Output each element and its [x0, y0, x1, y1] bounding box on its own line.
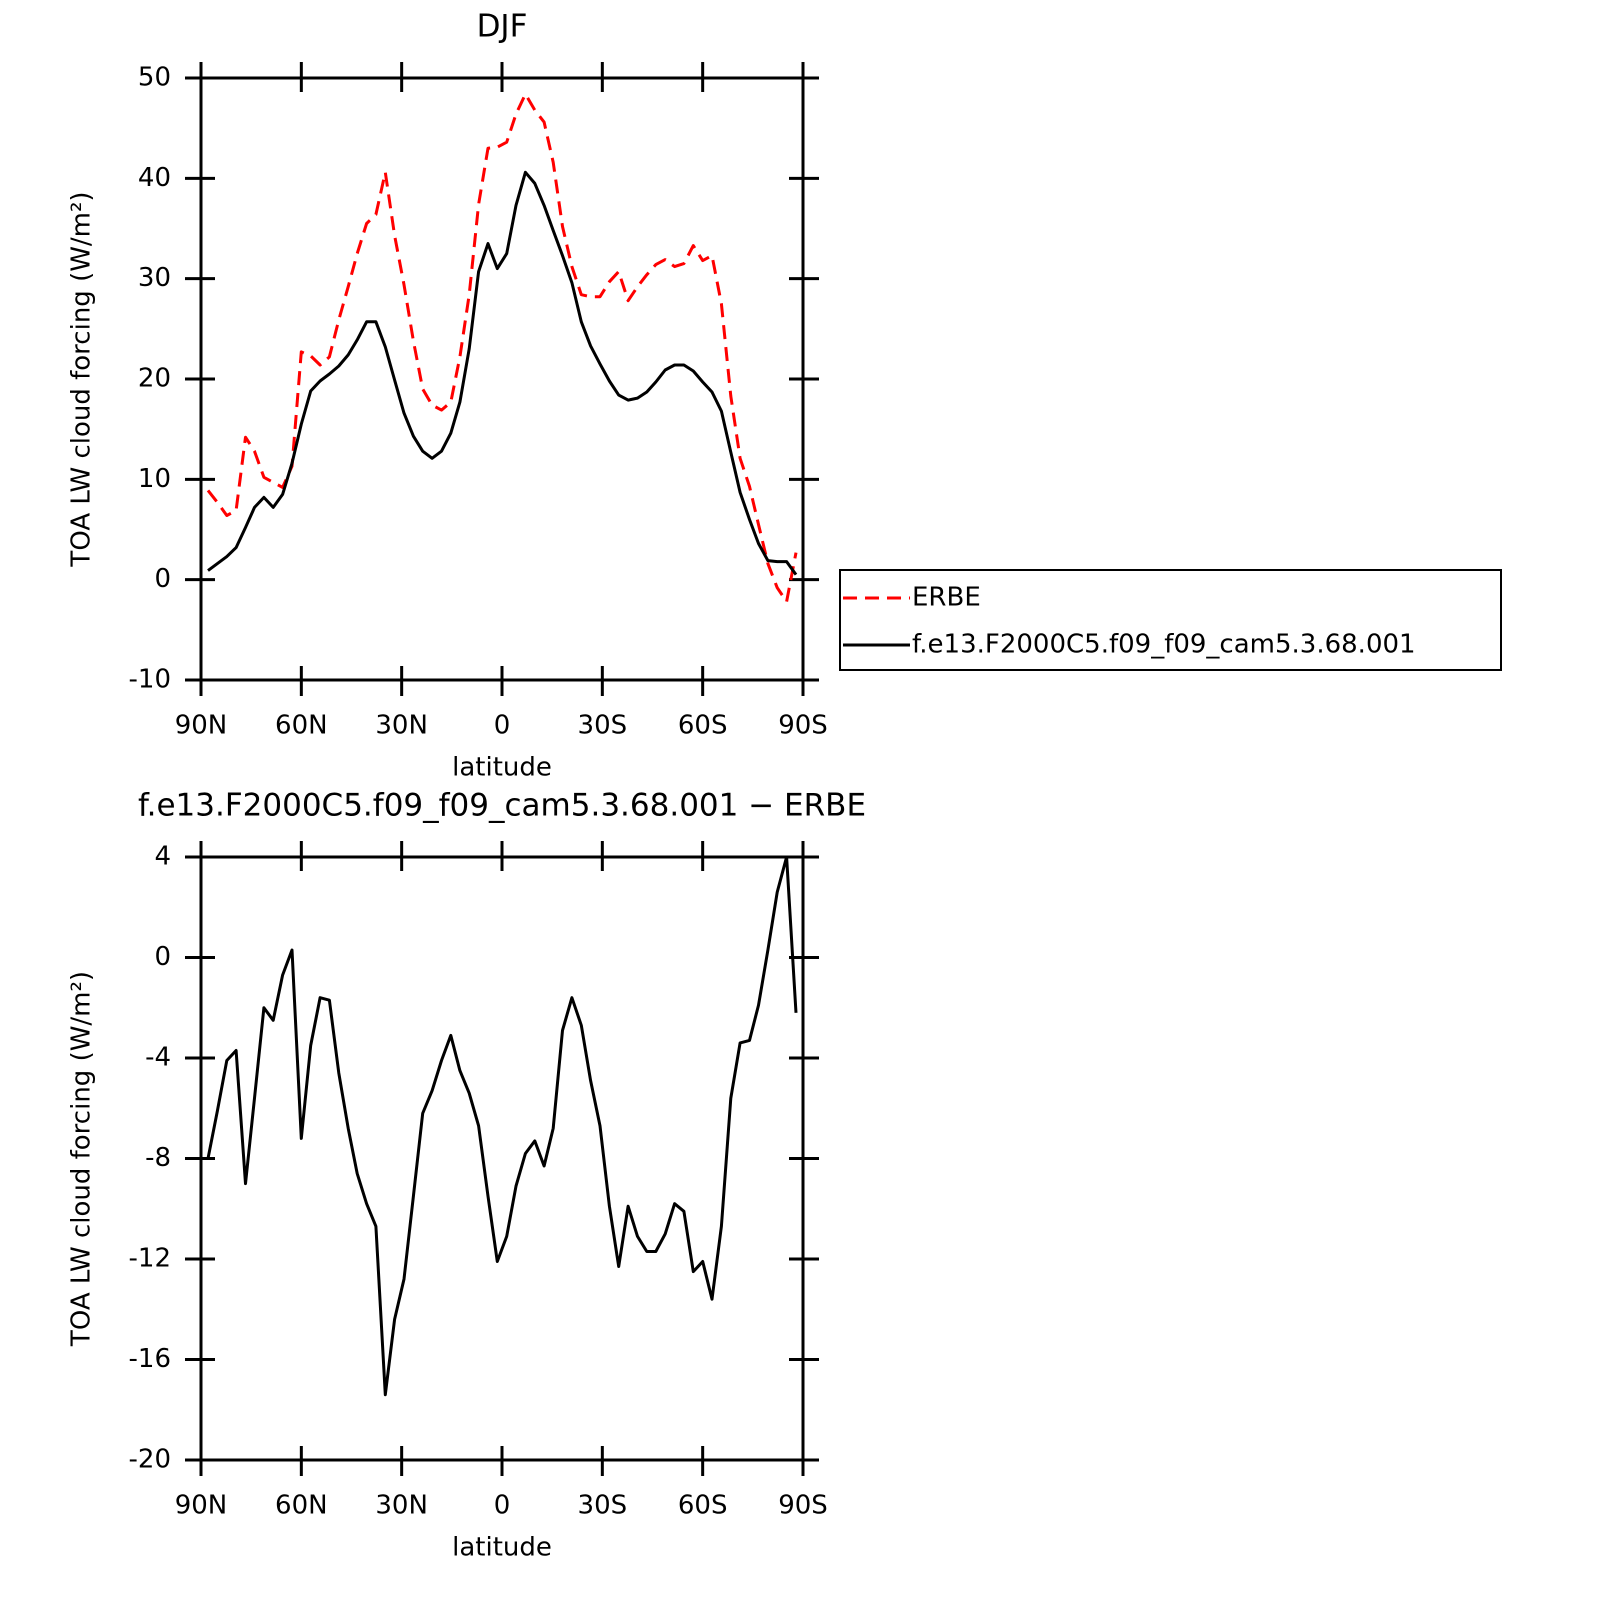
data-line	[206, 92, 798, 604]
y-tick-label: -10	[129, 665, 171, 695]
y-tick-label: -16	[129, 1344, 171, 1374]
y-axis-label: TOA LW cloud forcing (W/m²)	[67, 191, 97, 567]
plot-frame	[199, 855, 805, 1462]
x-axis-label: latitude	[452, 753, 552, 783]
y-tick-label: -20	[129, 1445, 171, 1475]
chart-title: f.e13.F2000C5.f09_f09_cam5.3.68.001 − ER…	[138, 788, 866, 824]
x-tick-label: 0	[494, 1491, 511, 1521]
y-tick-label: 0	[154, 564, 171, 594]
legend-box	[839, 569, 1502, 671]
x-tick-label: 30N	[375, 1491, 428, 1521]
y-tick-label: 0	[154, 942, 171, 972]
x-tick-label: 90N	[175, 711, 228, 741]
x-axis-label: latitude	[452, 1533, 552, 1563]
y-tick-label: 10	[138, 464, 171, 494]
x-tick-label: 30N	[375, 711, 428, 741]
data-line	[207, 170, 798, 576]
x-tick-label: 60N	[275, 711, 328, 741]
y-tick-label: 30	[138, 263, 171, 293]
y-tick-label: 4	[154, 842, 171, 872]
y-tick-label: 20	[138, 364, 171, 394]
y-tick-label: -12	[129, 1244, 171, 1274]
x-tick-label: 30S	[578, 1491, 628, 1521]
y-tick-label: -8	[145, 1143, 171, 1173]
data-line	[206, 855, 798, 1397]
y-tick-label: -4	[145, 1043, 171, 1073]
chart-title: DJF	[477, 9, 528, 45]
x-tick-label: 30S	[578, 711, 628, 741]
x-tick-label: 90S	[778, 1491, 828, 1521]
y-tick-label: 40	[138, 163, 171, 193]
x-tick-label: 60S	[678, 1491, 728, 1521]
x-tick-label: 60N	[275, 1491, 328, 1521]
x-tick-label: 90S	[778, 711, 828, 741]
legend-label: f.e13.F2000C5.f09_f09_cam5.3.68.001	[912, 630, 1416, 660]
x-tick-label: 60S	[678, 711, 728, 741]
legend-label: ERBE	[912, 583, 981, 613]
y-tick-label: 50	[138, 63, 171, 93]
plot-frame	[199, 76, 805, 682]
x-tick-label: 0	[494, 711, 511, 741]
x-tick-label: 90N	[175, 1491, 228, 1521]
y-axis-label: TOA LW cloud forcing (W/m²)	[67, 971, 97, 1347]
